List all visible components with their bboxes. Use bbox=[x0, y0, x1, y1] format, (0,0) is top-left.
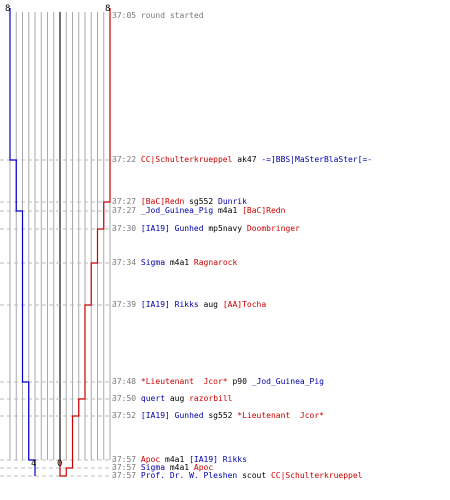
log-time: 37:57 bbox=[112, 455, 137, 464]
blue-player-name: [IA19] Rikks bbox=[189, 455, 247, 464]
red-player-name: [BaC]Redn bbox=[140, 197, 185, 206]
blue-player-name: quert bbox=[140, 394, 166, 403]
log-entry: 37:57 Apoc m4a1 [IA19] Rikks bbox=[112, 455, 247, 464]
red-player-name: Apoc bbox=[140, 455, 161, 464]
red-player-name: *Lieutenant Jcor* bbox=[237, 411, 324, 420]
red-player-name: CC|Schulterkrueppel bbox=[140, 155, 233, 164]
red-player-name: CC|Schulterkrueppel bbox=[270, 471, 363, 480]
log-time: 37:30 bbox=[112, 224, 137, 233]
blue-player-name: Dunrik bbox=[218, 197, 247, 206]
log-time: 37:34 bbox=[112, 258, 137, 267]
red-player-name: [AA]Tocha bbox=[222, 300, 267, 309]
log-time: 37:39 bbox=[112, 300, 137, 309]
red-player-name: *Lieutenant Jcor* bbox=[140, 377, 228, 386]
blue-player-name: [IA19] Gunhed bbox=[140, 224, 204, 233]
log-time: 37:27 bbox=[112, 197, 137, 206]
log-time: 37:22 bbox=[112, 155, 137, 164]
blue-start-count: 8 bbox=[5, 4, 11, 14]
log-entry: 37:30 [IA19] Gunhed mp5navy Doombringer bbox=[112, 224, 300, 233]
log-time: 37:57 bbox=[112, 463, 137, 472]
log-entry: 37:34 Sigma m4a1 Ragnarock bbox=[112, 258, 237, 267]
log-time: 37:57 bbox=[112, 471, 137, 480]
log-entry: 37:39 [IA19] Rikks aug [AA]Tocha bbox=[112, 300, 266, 309]
weapon-label: m4a1 bbox=[165, 258, 194, 267]
log-time: 37:48 bbox=[112, 377, 137, 386]
blue-player-name: _Jod_Guinea_Pig bbox=[251, 377, 324, 386]
red-player-name: [BaC]Redn bbox=[242, 206, 286, 215]
red-player-name: razorbill bbox=[189, 394, 233, 403]
blue-end-count: 4 bbox=[31, 459, 37, 469]
blue-player-name: Sigma bbox=[140, 258, 166, 267]
weapon-label: m4a1 bbox=[213, 206, 243, 215]
weapon-label: aug bbox=[165, 394, 190, 403]
weapon-label: aug bbox=[198, 300, 223, 309]
red-player-name: Doombringer bbox=[246, 224, 300, 233]
log-time: 37:27 bbox=[112, 206, 137, 215]
log-entry: 37:48 *Lieutenant Jcor* p90 _Jod_Guinea_… bbox=[112, 377, 324, 386]
red-player-name: Ragnarock bbox=[193, 258, 238, 267]
weapon-label: sg552 bbox=[203, 411, 238, 420]
log-entry: 37:57 Prof. Dr. W. Pleshen scout CC|Schu… bbox=[112, 471, 362, 480]
weapon-label: ak47 bbox=[232, 155, 262, 164]
blue-player-name: Sigma bbox=[140, 463, 166, 472]
weapon-label: scout bbox=[237, 471, 271, 480]
log-entry: 37:05 round started bbox=[112, 11, 204, 20]
log-entry: 37:27 [BaC]Redn sg552 Dunrik bbox=[112, 197, 247, 206]
log-entry: 37:50 quert aug razorbill bbox=[112, 394, 232, 403]
team-strength-chart: 8 8 4 0 bbox=[0, 0, 120, 500]
log-entry: 37:22 CC|Schulterkrueppel ak47 -=]BBS|Ma… bbox=[112, 155, 372, 164]
blue-player-name: [IA19] Rikks bbox=[140, 300, 199, 309]
red-team-line bbox=[59, 8, 111, 477]
red-player-name: Apoc bbox=[193, 463, 214, 472]
weapon-label: mp5navy bbox=[203, 224, 247, 233]
strength-chart-svg bbox=[0, 8, 114, 477]
weapon-label: m4a1 bbox=[160, 455, 190, 464]
log-time: 37:50 bbox=[112, 394, 137, 403]
weapon-label: m4a1 bbox=[165, 463, 194, 472]
red-end-count: 0 bbox=[57, 459, 63, 469]
log-time: 37:52 bbox=[112, 411, 137, 420]
red-start-count: 8 bbox=[105, 4, 111, 14]
log-entry: 37:52 [IA19] Gunhed sg552 *Lieutenant Jc… bbox=[112, 411, 324, 420]
weapon-label: p90 bbox=[227, 377, 252, 386]
blue-player-name: _Jod_Guinea_Pig bbox=[140, 206, 214, 215]
weapon-label: sg552 bbox=[184, 197, 218, 206]
log-time: 37:05 bbox=[112, 11, 137, 20]
blue-team-line bbox=[9, 8, 36, 476]
log-entry: 37:27 _Jod_Guinea_Pig m4a1 [BaC]Redn bbox=[112, 206, 285, 215]
blue-player-name: Prof. Dr. W. Pleshen bbox=[140, 471, 238, 480]
blue-player-name: -=]BBS|MaSterBlaSter[=- bbox=[261, 155, 373, 164]
blue-player-name: [IA19] Gunhed bbox=[140, 411, 204, 420]
log-entry: 37:57 Sigma m4a1 Apoc bbox=[112, 463, 213, 472]
log-info-text: round started bbox=[140, 11, 204, 20]
